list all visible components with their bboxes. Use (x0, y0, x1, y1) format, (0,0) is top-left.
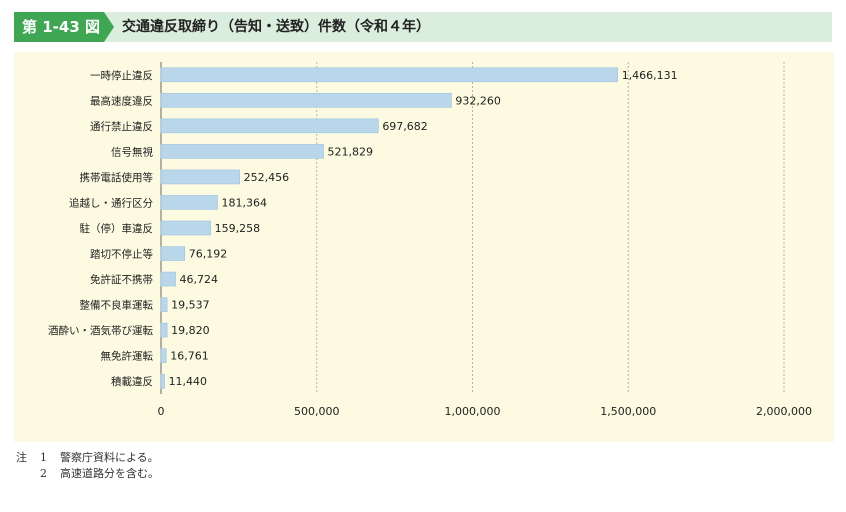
bar-chart: 0 500,000 1,000,000 1,500,000 2,000,000 一時停止違… (48, 62, 812, 418)
x-tick-label: 1,000,000 (445, 405, 501, 418)
x-tick-label: 0 (158, 405, 165, 418)
data-label: 1,466,131 (622, 69, 678, 82)
bar (160, 348, 167, 363)
category-label: 免許証不携帯 (90, 273, 153, 286)
bar (160, 144, 324, 159)
figure-title: 交通違反取締り（告知・送致）件数（令和４年） (122, 19, 430, 35)
category-label: 最高速度違反 (90, 94, 153, 107)
category-label: 酒酔い・酒気帯び運転 (48, 324, 153, 337)
footnote-text: 警察庁資料による。 (60, 451, 159, 464)
bar (160, 246, 186, 261)
footnote-text: 高速道路分を含む。 (60, 467, 159, 480)
x-tick-label: 1,500,000 (600, 405, 656, 418)
category-label: 一時停止違反 (90, 69, 153, 82)
footnote-2: 2 高速道路分を含む。 (16, 466, 159, 482)
category-label: 通行禁止違反 (90, 120, 153, 133)
category-label: 積載違反 (111, 375, 153, 388)
category-label: 駐（停）車違反 (80, 222, 154, 235)
data-label: 16,761 (170, 350, 209, 363)
x-tick-label: 2,000,000 (756, 405, 812, 418)
category-label: 追越し・通行区分 (69, 196, 153, 209)
bar (160, 169, 240, 185)
category-label: 無免許運転 (101, 350, 154, 363)
data-label: 521,829 (328, 145, 374, 158)
data-label: 76,192 (189, 248, 228, 261)
data-label: 932,260 (455, 94, 501, 107)
chart-panel: 0 500,000 1,000,000 1,500,000 2,000,000 一時停止違… (14, 52, 834, 442)
category-label: 踏切不停止等 (90, 248, 153, 261)
figure-header: 第 1-43 図 交通違反取締り（告知・送致）件数（令和４年） (14, 12, 832, 42)
data-label: 159,258 (215, 222, 261, 235)
data-label: 697,682 (382, 120, 428, 133)
footnote-1: 注 1 警察庁資料による。 (16, 450, 159, 466)
bar (160, 297, 168, 312)
figure-number: 第 1-43 図 (22, 18, 100, 36)
figure-number-tag (14, 12, 114, 42)
data-label: 11,440 (169, 375, 208, 388)
bar (160, 118, 379, 134)
footnote-number: 1 (40, 451, 47, 464)
x-tick-label: 500,000 (294, 405, 340, 418)
footnote-number: 2 (40, 467, 47, 480)
data-label: 252,456 (244, 171, 290, 184)
bar (160, 67, 618, 83)
bar (160, 93, 452, 108)
footnotes: 注 1 警察庁資料による。 2 高速道路分を含む。 (16, 450, 159, 482)
bar (160, 322, 168, 338)
bar (160, 271, 176, 287)
bar (160, 220, 211, 236)
data-label: 46,724 (180, 273, 219, 286)
footnote-head: 注 (16, 451, 27, 464)
data-label: 181,364 (221, 196, 266, 209)
category-label: 携帯電話使用等 (80, 171, 154, 184)
data-label: 19,820 (171, 324, 210, 337)
data-label: 19,537 (171, 299, 210, 312)
bar (160, 373, 165, 389)
category-label: 信号無視 (111, 145, 153, 158)
category-label: 整備不良車運転 (80, 299, 154, 312)
bar (160, 195, 218, 210)
